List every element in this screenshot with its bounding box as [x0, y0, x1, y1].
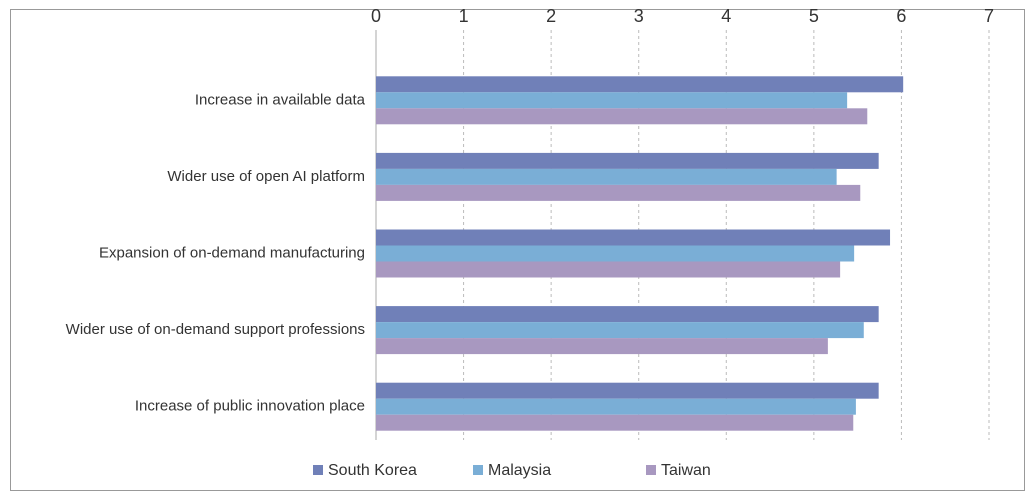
frame [10, 9, 1025, 491]
bar [376, 152, 879, 169]
bar [376, 261, 841, 278]
legend-swatch [313, 465, 323, 475]
legend-swatch [473, 465, 483, 475]
bar [376, 414, 854, 431]
bar [376, 168, 837, 185]
bar [376, 245, 855, 262]
x-tick-label: 2 [546, 6, 556, 26]
bar [376, 108, 868, 125]
legend-label: South Korea [328, 462, 417, 479]
x-tick-label: 3 [634, 6, 644, 26]
y-tick-label: Wider use of on-demand support professio… [66, 321, 365, 338]
legend-label: Malaysia [488, 462, 551, 479]
bar [376, 229, 891, 246]
bar [376, 306, 879, 323]
bar [376, 398, 856, 415]
y-tick-label: Increase in available data [195, 91, 366, 108]
bar [376, 382, 879, 399]
legend-label: Taiwan [661, 462, 711, 479]
y-tick-label: Wider use of open AI platform [167, 168, 365, 185]
bar [376, 92, 848, 109]
x-tick-label: 4 [721, 6, 731, 26]
x-tick-label: 7 [984, 6, 994, 26]
legend-swatch [646, 465, 656, 475]
x-tick-label: 1 [459, 6, 469, 26]
bar [376, 338, 828, 355]
x-tick-label: 5 [809, 6, 819, 26]
y-tick-label: Increase of public innovation place [135, 398, 365, 415]
x-tick-label: 6 [896, 6, 906, 26]
y-tick-label: Expansion of on-demand manufacturing [99, 244, 365, 261]
bar [376, 184, 861, 201]
bar [376, 322, 864, 339]
bar [376, 76, 904, 93]
x-tick-label: 0 [371, 6, 381, 26]
